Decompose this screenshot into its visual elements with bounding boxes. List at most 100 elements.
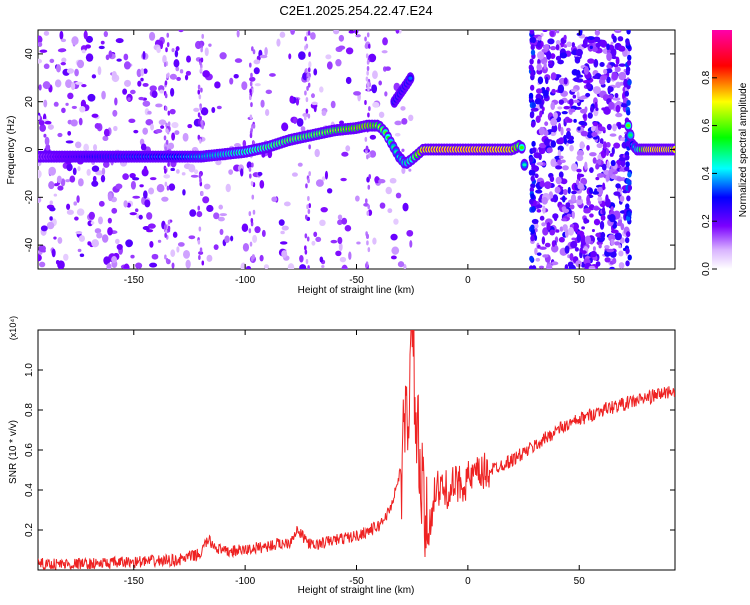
burst-edge-speck: [625, 69, 630, 76]
burst-edge-speck: [531, 147, 537, 154]
striation-speck: [165, 128, 169, 134]
noise-speck: [111, 256, 118, 264]
noise-speck: [123, 200, 128, 208]
noise-speck: [105, 54, 110, 61]
noise-speck: [319, 219, 326, 227]
x-tick-label: -100: [235, 275, 255, 286]
noise-speck: [409, 240, 413, 248]
noise-speck: [287, 263, 295, 269]
noise-speck: [132, 177, 140, 181]
noise-speck: [39, 49, 48, 53]
burst-speck: [586, 36, 595, 41]
noise-speck: [148, 187, 155, 195]
burst-speck: [589, 213, 594, 218]
burst-speck: [606, 248, 615, 253]
burst-edge-speck: [627, 171, 632, 178]
noise-speck: [38, 261, 46, 268]
burst-edge-speck: [625, 39, 630, 46]
noise-speck: [138, 214, 143, 220]
burst-edge-speck: [528, 169, 534, 176]
noise-speck: [172, 231, 178, 238]
burst-speck: [577, 96, 586, 100]
burst-speck: [538, 265, 545, 269]
burst-edge-speck: [530, 44, 535, 51]
noise-speck: [133, 129, 139, 134]
noise-speck: [59, 30, 64, 40]
burst-speck: [567, 186, 571, 195]
y-tick-label: 40: [24, 48, 35, 60]
burst-speck: [542, 30, 548, 33]
noise-speck: [337, 219, 343, 226]
burst-edge-speck: [528, 92, 534, 99]
noise-speck: [44, 136, 50, 146]
noise-speck: [257, 171, 263, 177]
burst-speck: [539, 215, 545, 221]
burst-speck: [612, 35, 617, 43]
burst-speck: [584, 161, 588, 171]
burst-speck: [557, 84, 565, 94]
noise-speck: [335, 250, 342, 257]
striation-speck: [307, 196, 310, 202]
snr-frame: [37, 329, 676, 571]
burst-edge-speck: [626, 99, 631, 106]
burst-speck: [568, 98, 574, 106]
striation-speck: [365, 53, 369, 59]
burst-speck: [602, 182, 606, 191]
y-tick-label: 0.2: [24, 523, 35, 537]
noise-speck: [252, 234, 258, 243]
burst-edge-speck: [626, 195, 631, 202]
burst-speck: [557, 59, 564, 65]
burst-speck: [610, 48, 617, 57]
noise-speck: [151, 90, 158, 98]
noise-speck: [143, 101, 150, 107]
noise-speck: [176, 169, 180, 174]
burst-speck: [559, 52, 568, 59]
noise-speck: [259, 180, 265, 189]
burst-speck: [610, 238, 615, 246]
burst-speck: [537, 76, 544, 85]
snr-series-layer: [38, 330, 675, 570]
noise-speck: [113, 125, 118, 132]
striation-speck: [366, 240, 369, 246]
noise-speck: [56, 64, 61, 73]
noise-speck: [310, 32, 316, 40]
striation-speck: [198, 94, 202, 100]
burst-speck: [562, 208, 570, 213]
noise-speck: [56, 175, 62, 184]
burst-speck: [563, 137, 568, 145]
burst-speck: [599, 220, 605, 230]
burst-speck: [612, 97, 621, 101]
spectrogram-x-ticks: -150 -100 -50 0 50: [124, 30, 585, 286]
burst-speck: [566, 213, 572, 218]
noise-speck: [115, 183, 123, 190]
noise-speck: [91, 74, 97, 79]
x-tick-label: -100: [235, 576, 255, 587]
noise-speck: [371, 84, 378, 94]
striation-speck: [201, 190, 204, 196]
noise-speck: [176, 246, 180, 253]
burst-speck: [609, 133, 617, 137]
burst-speck: [608, 214, 616, 223]
burst-speck: [535, 257, 541, 262]
burst-speck: [617, 36, 624, 42]
striation-speck: [365, 76, 369, 82]
burst-speck: [620, 223, 625, 231]
noise-speck: [403, 264, 407, 269]
x-tick-label: -50: [349, 275, 364, 286]
noise-speck: [85, 44, 92, 49]
burst-speck: [555, 165, 563, 170]
noise-speck: [146, 212, 153, 220]
burst-speck: [555, 176, 562, 185]
noise-speck: [115, 38, 124, 44]
noise-speck: [100, 174, 106, 183]
noise-speck: [97, 66, 102, 76]
noise-speck: [241, 223, 249, 232]
burst-speck: [616, 176, 623, 182]
noise-speck: [368, 53, 377, 63]
burst-speck: [543, 90, 549, 97]
noise-speck: [340, 177, 347, 182]
burst-speck: [609, 266, 615, 269]
noise-speck: [278, 219, 285, 226]
striation-speck: [199, 105, 203, 111]
burst-speck: [583, 217, 588, 224]
